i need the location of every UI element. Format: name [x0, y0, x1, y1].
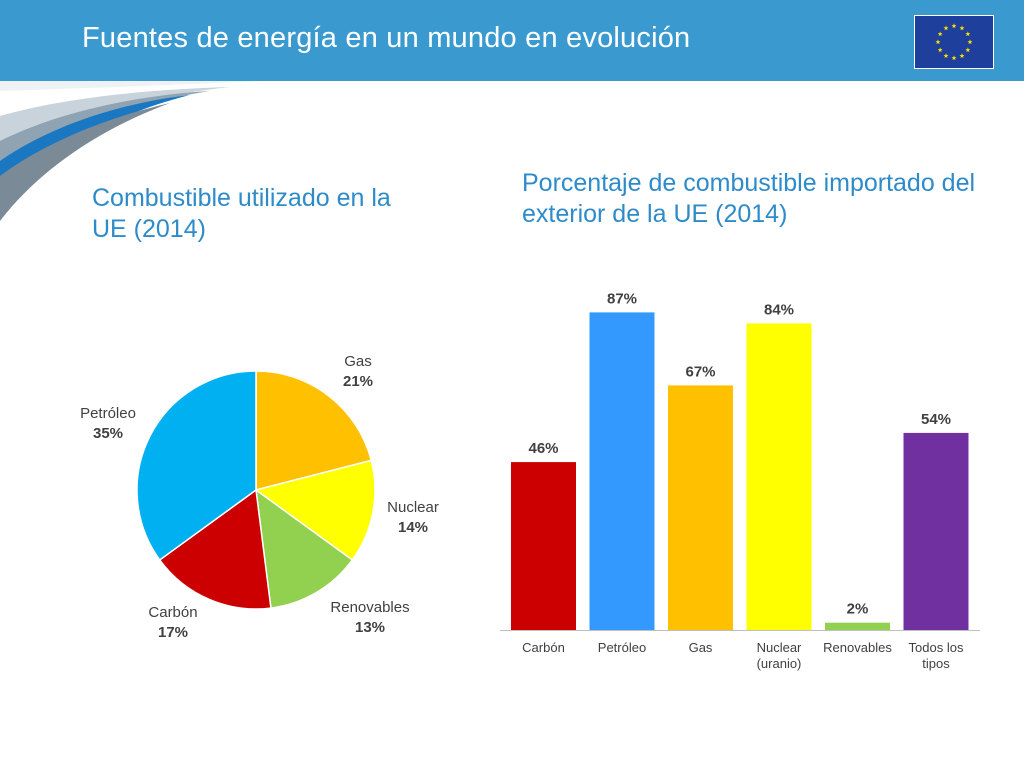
pie-label-name: Gas: [344, 353, 372, 370]
title-bar: Fuentes de energía en un mundo en evoluc…: [0, 0, 1024, 81]
bar-3: [746, 323, 812, 630]
flag-star: [959, 53, 965, 58]
pie-label-name: Renovables: [330, 599, 410, 616]
bar-1: [589, 312, 655, 630]
flag-star: [935, 39, 941, 45]
pie-slice-label: Renovables 13%: [320, 598, 420, 638]
bar-value-label: 54%: [921, 411, 951, 428]
flag-star: [967, 39, 973, 45]
flag-star: [937, 31, 943, 37]
pie-label-percent: 13%: [354, 619, 386, 636]
flag-star: [965, 31, 971, 37]
flag-star: [943, 25, 949, 31]
pie-slice-gas: [255, 370, 373, 491]
pie-label-name: Petróleo: [80, 405, 136, 422]
flag-star: [943, 53, 949, 58]
pie-label-percent: 35%: [92, 425, 124, 442]
bar-5: [903, 432, 969, 630]
bar-category-label: Renovables: [823, 640, 892, 655]
pie-label-name: Nuclear: [387, 499, 439, 516]
bar-value-label: 87%: [607, 290, 637, 307]
pie-label-percent: 21%: [342, 373, 374, 390]
pie-slice-label: Carbón 17%: [123, 603, 223, 643]
bar-value-label: 67%: [685, 363, 715, 380]
pie-label-percent: 14%: [397, 519, 429, 536]
decorative-swoosh: [0, 81, 260, 221]
bar-category-label: Petróleo: [598, 640, 646, 655]
flag-star: [937, 47, 943, 53]
bar-category-label: Gas: [689, 640, 713, 655]
pie-label-percent: 17%: [157, 624, 189, 641]
bar-category-label: Todos los tipos: [909, 640, 964, 671]
pie-slice-label: Gas 21%: [308, 352, 408, 392]
bar-chart-heading: Porcentaje de combustible importado del …: [522, 169, 976, 228]
flag-star: [959, 25, 965, 31]
flag-star: [951, 23, 957, 29]
pie-chart-heading: Combustible utilizado en la UE (2014): [92, 184, 391, 243]
pie-slice-label: Petróleo 35%: [58, 404, 158, 444]
pie-slice-carbn: [158, 488, 272, 610]
bar-0: [511, 462, 576, 630]
pie-slice-nuclear: [254, 459, 376, 561]
pie-slice-renovables: [255, 488, 354, 609]
eu-flag-icon: [914, 15, 994, 69]
pie-slice-label: Nuclear 14%: [363, 498, 463, 538]
bar-value-label: 2%: [847, 601, 869, 618]
bar-value-label: 46%: [528, 440, 558, 457]
bar-4: [825, 622, 890, 630]
flag-star: [965, 47, 971, 53]
bar-category-label: Nuclear (uranio): [757, 640, 802, 671]
bar-category-label: Carbón: [522, 640, 565, 655]
slide-title: Fuentes de energía en un mundo en evoluc…: [82, 22, 691, 54]
bar-value-label: 84%: [764, 301, 794, 318]
pie-slice-petrleo: [136, 370, 257, 561]
bar-2: [668, 385, 733, 630]
flag-star: [951, 55, 957, 61]
pie-label-name: Carbón: [148, 604, 198, 621]
